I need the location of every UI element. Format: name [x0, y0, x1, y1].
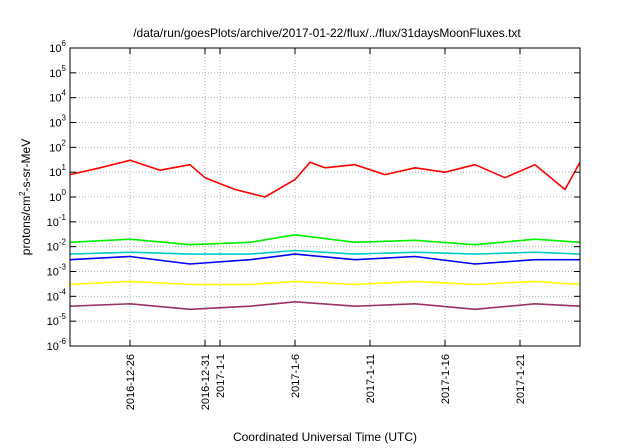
y-tick-base: 10: [49, 68, 61, 80]
y-tick-base: 10: [47, 341, 59, 353]
y-tick-base: 10: [47, 242, 59, 254]
y-tick-base: 10: [49, 167, 61, 179]
x-tick-label: 2017-1-21: [515, 354, 527, 404]
x-tick-label: 2017-1-1: [215, 354, 227, 398]
y-tick-label: 101: [49, 163, 66, 179]
y-tick-exp: 6: [62, 39, 67, 48]
y-tick-base: 10: [49, 43, 61, 55]
x-tick-labels: 2016-12-26 2016-12-31 2017-1-1 2017-1-6 2017…: [125, 354, 527, 410]
y-tick-exp: 2: [62, 138, 67, 147]
series-line: [69, 234, 581, 246]
y-tick-exp: 3: [62, 114, 67, 123]
y-tick-label: 100: [49, 188, 66, 204]
y-tick-label: 10-3: [47, 263, 67, 279]
tick-marks: [70, 47, 580, 347]
y-tick-base: 10: [49, 93, 61, 105]
chart-title: /data/run/goesPlots/archive/2017-01-22/f…: [133, 26, 521, 40]
y-tick-base: 10: [49, 118, 61, 130]
y-tick-base: 10: [47, 291, 59, 303]
y-tick-label: 104: [49, 89, 66, 105]
series-group: [69, 159, 581, 311]
series-line: [69, 249, 581, 255]
y-tick-base: 10: [47, 267, 59, 279]
y-tick-exp: -4: [59, 287, 67, 296]
series-line: [69, 280, 581, 286]
series-line: [69, 159, 581, 198]
y-axis-label-sup: 2: [18, 191, 27, 196]
y-tick-label: 10-4: [47, 287, 67, 303]
x-tick-label: 2017-1-11: [365, 354, 377, 403]
y-tick-label: 102: [49, 138, 66, 154]
y-tick-base: 10: [47, 316, 59, 328]
x-axis-label: Coordinated Universal Time (UTC): [233, 430, 417, 444]
y-tick-label: 10-5: [47, 312, 67, 328]
y-tick-exp: 4: [62, 89, 67, 98]
y-tick-exp: -6: [59, 337, 67, 346]
y-tick-label: 103: [49, 114, 66, 130]
y-tick-label: 105: [49, 64, 66, 80]
x-tick-label: 2016-12-31: [200, 354, 212, 410]
y-axis-label: protons/cm2-s-sr-MeV: [18, 139, 33, 255]
y-tick-label: 10-2: [47, 238, 67, 254]
series-line: [69, 253, 580, 265]
series-line: [69, 300, 581, 311]
y-tick-label: 10-6: [47, 337, 67, 353]
y-tick-base: 10: [49, 142, 61, 154]
x-tick-label: 2017-1-16: [440, 354, 452, 404]
x-tick-label: 2017-1-6: [290, 354, 302, 398]
y-axis-label-pre: protons/cm: [19, 196, 33, 255]
y-tick-label: 106: [49, 39, 66, 55]
y-tick-exp: 1: [62, 163, 67, 172]
y-tick-base: 10: [47, 217, 59, 229]
y-tick-label: 10-1: [47, 213, 67, 229]
y-axis-label-post: -s-sr-MeV: [19, 139, 33, 192]
y-tick-exp: -5: [59, 312, 67, 321]
y-tick-exp: 5: [62, 64, 67, 73]
y-tick-base: 10: [49, 192, 61, 204]
y-tick-exp: 0: [62, 188, 67, 197]
y-tick-exp: -3: [59, 263, 67, 272]
y-tick-labels: 10-610-510-410-310-210-11001011021031041…: [47, 39, 67, 353]
x-tick-label: 2016-12-26: [125, 354, 137, 410]
y-tick-exp: -2: [59, 238, 67, 247]
y-tick-exp: -1: [59, 213, 67, 222]
grid-lines: [70, 48, 580, 346]
